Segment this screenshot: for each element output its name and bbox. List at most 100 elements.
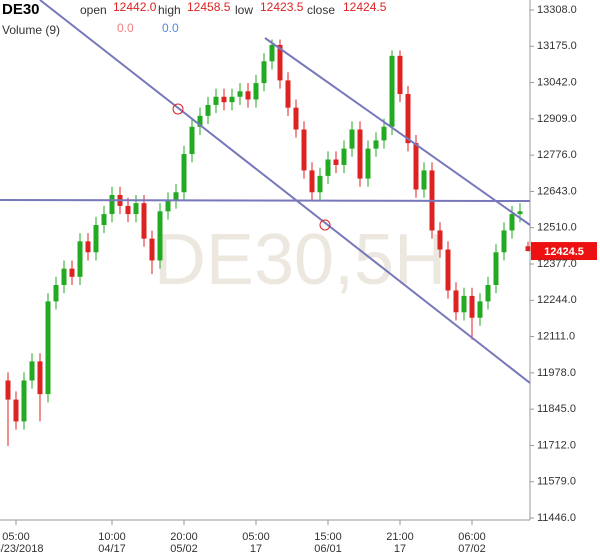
candle-body <box>325 159 331 176</box>
candle-body <box>213 96 219 105</box>
candle-body <box>525 246 531 252</box>
tag-box <box>531 242 597 261</box>
candle-body <box>261 61 267 84</box>
candle-body <box>453 290 459 313</box>
candle-body <box>77 241 83 277</box>
symbol: DE30 <box>2 1 40 18</box>
anchor-point[interactable] <box>319 219 331 231</box>
volume-value: 0.0 <box>117 21 134 35</box>
y-tick-label: 12643.0 <box>537 185 577 197</box>
high-value: 12458.5 <box>187 0 231 14</box>
candle-body <box>37 361 43 395</box>
candle-body <box>493 252 499 286</box>
x-tick-label: 05:00 <box>242 531 270 543</box>
y-tick-label: 11712.0 <box>537 439 576 451</box>
candle-body <box>45 301 51 395</box>
x-tick-sublabel: 05/02 <box>170 543 198 555</box>
volume-label: Volume (9) <box>2 23 60 37</box>
candle-body <box>381 126 387 141</box>
candle-body <box>237 91 243 97</box>
candle-body <box>173 192 179 201</box>
x-tick-sublabel: 04/17 <box>98 543 126 555</box>
candle-body <box>469 295 475 318</box>
candle-body <box>437 230 443 250</box>
candle-body <box>5 380 11 400</box>
candle-body <box>501 230 507 253</box>
candle-body <box>85 241 91 253</box>
y-tick-label: 13308.0 <box>537 4 577 16</box>
candle-body <box>485 285 491 302</box>
x-tick-label: 10:00 <box>98 531 126 543</box>
high-label: high <box>158 3 181 17</box>
close-value: 12424.5 <box>343 0 387 14</box>
candle-body <box>205 104 211 116</box>
candle-body <box>189 126 195 155</box>
y-tick-label: 11978.0 <box>537 367 576 379</box>
candle-body <box>293 107 299 130</box>
candle-body <box>397 55 403 95</box>
y-tick-label: 12776.0 <box>537 149 577 161</box>
x-tick-label: 21:00 <box>386 531 414 543</box>
candle-body <box>365 148 371 179</box>
low-label: low <box>235 3 253 17</box>
x-tick-label: 15:00 <box>314 531 342 543</box>
candle-body <box>477 301 483 318</box>
candle-body <box>61 268 67 286</box>
y-tick-label: 13175.0 <box>537 40 577 52</box>
horizontal-line[interactable] <box>0 199 531 202</box>
y-tick-label: 13042.0 <box>537 76 577 88</box>
candle-body <box>181 154 187 193</box>
open-label: open <box>80 3 107 17</box>
candle-body <box>197 115 203 127</box>
candle-body <box>421 170 427 190</box>
y-tick-label: 12377.0 <box>537 258 577 270</box>
candle-body <box>93 224 99 253</box>
candle-body <box>309 170 315 193</box>
candle-body <box>133 203 139 215</box>
candle-body <box>125 205 131 215</box>
candle-body <box>69 268 75 277</box>
x-tick-sublabel: 03/23/2018 <box>0 543 44 555</box>
x-tick-sublabel: 17 <box>394 543 406 555</box>
trend-line[interactable] <box>39 0 531 384</box>
y-tick-label: 12510.0 <box>537 222 577 234</box>
candle-body <box>285 80 291 108</box>
candle-body <box>317 175 323 193</box>
x-tick-sublabel: 06/01 <box>314 543 342 555</box>
last-price: 12424.5 <box>544 246 584 258</box>
candle-body <box>349 129 355 149</box>
candle-body <box>21 380 27 422</box>
volume-value: 0.0 <box>162 21 179 35</box>
candle-body <box>141 203 147 239</box>
candle-body <box>53 285 59 302</box>
candle-body <box>229 96 235 103</box>
candle-body <box>413 143 419 190</box>
x-tick-label: 20:00 <box>170 531 198 543</box>
candle-body <box>301 129 307 171</box>
candle-body <box>373 140 379 149</box>
y-tick-label: 12909.0 <box>537 113 577 125</box>
candle-body <box>245 91 251 100</box>
y-tick-label: 11845.0 <box>537 403 576 415</box>
y-tick-label: 12244.0 <box>537 294 577 306</box>
x-tick-label: 05:00 <box>2 531 30 543</box>
candle-body <box>269 44 275 62</box>
candle-body <box>517 211 523 215</box>
x-tick-sublabel: 17 <box>250 543 262 555</box>
plot-area <box>5 39 531 446</box>
candle-body <box>405 94 411 144</box>
candle-body <box>277 44 283 81</box>
candle-body <box>341 148 347 165</box>
anchor-point[interactable] <box>172 103 184 115</box>
x-tick-sublabel: 07/02 <box>458 543 486 555</box>
candle-body <box>157 211 163 261</box>
candle-body <box>13 399 19 422</box>
candle-body <box>149 238 155 261</box>
candle-body <box>461 295 467 313</box>
candle-body <box>253 83 259 100</box>
y-tick-label: 11446.0 <box>537 512 576 524</box>
watermark: DE30,5H <box>154 220 446 300</box>
trend-line[interactable] <box>264 37 531 226</box>
candle-body <box>109 194 115 215</box>
